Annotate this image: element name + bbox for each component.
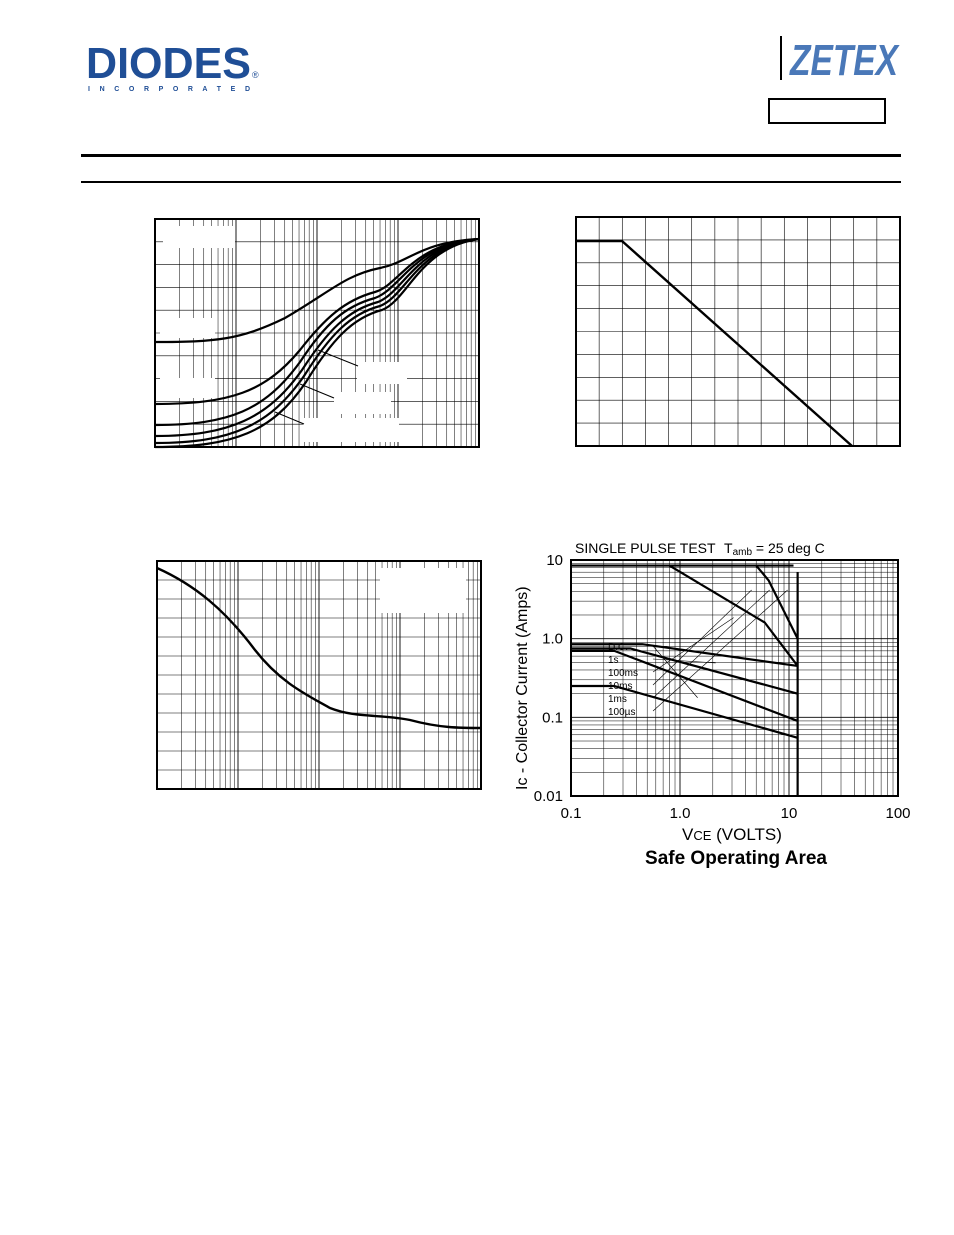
soa-x-tick-label: 0.1 xyxy=(561,805,582,822)
soa-legend-leader xyxy=(652,645,698,698)
soa-condition-prefix: T xyxy=(724,540,733,556)
soa-legend-leader xyxy=(652,658,716,664)
c1-label-area-4 xyxy=(357,362,407,384)
soa-condition: Tamb = 25 deg C xyxy=(724,540,825,558)
soa-x-tick-label: 100 xyxy=(885,805,910,822)
soa-y-tick-label: 0.1 xyxy=(542,709,563,726)
diodes-logo-subtext: I N C O R P O R A T E D xyxy=(88,86,250,93)
c1-series-6 xyxy=(154,237,480,449)
c1-label-area-5 xyxy=(334,392,391,414)
c1-label-area-1 xyxy=(163,226,235,248)
soa-legend-label: 100ms xyxy=(608,668,638,679)
soa-legend-label: 100µs xyxy=(608,707,635,718)
soa-condition-sub: amb xyxy=(733,547,753,558)
soa-legend-leader xyxy=(652,589,752,686)
soa-x-axis-label-sub: CE xyxy=(693,828,711,843)
header-rule-bottom xyxy=(81,181,901,183)
c1-series-3 xyxy=(154,237,480,427)
c1-series-5 xyxy=(154,237,480,445)
soa-series-1ms xyxy=(668,564,799,667)
soa-x-tick-label: 1.0 xyxy=(670,805,691,822)
zetex-logo-bar xyxy=(780,36,782,80)
soa-legend-label: D.C. xyxy=(608,642,628,653)
soa-y-tick-label: 1.0 xyxy=(542,631,563,648)
soa-series-10ms xyxy=(571,643,798,668)
c1-frame xyxy=(154,218,480,448)
soa-series-100us xyxy=(755,564,799,640)
c4-frame xyxy=(570,559,899,797)
soa-legend-label: 1ms xyxy=(608,694,627,705)
diodes-logo-text: DIODES xyxy=(86,40,251,88)
c1-series-2 xyxy=(154,237,480,406)
diodes-logo: DIODES ® I N C O R P O R A T E D xyxy=(86,40,259,93)
soa-y-tick-label: 10 xyxy=(546,552,563,569)
c3-frame xyxy=(156,560,482,790)
c2-derating-line xyxy=(576,239,853,447)
part-number-box xyxy=(768,98,886,124)
header-rule-top xyxy=(81,154,901,157)
soa-series-100ms xyxy=(571,647,798,695)
soa-x-axis-label-suffix: (VOLTS) xyxy=(711,825,782,844)
soa-y-axis-label: Ic - Collector Current (Amps) xyxy=(514,586,531,790)
soa-series-dc xyxy=(571,684,798,739)
zetex-logo-text: ZETEX xyxy=(788,36,900,84)
soa-legend-leader xyxy=(652,589,788,712)
soa-condition-suffix: = 25 deg C xyxy=(752,540,825,556)
soa-y-tick-label: 0.01 xyxy=(534,788,563,805)
soa-legend-leader xyxy=(652,617,734,673)
chart-2 xyxy=(575,216,901,447)
c2-frame xyxy=(575,216,901,447)
chart-safe-operating-area: SINGLE PULSE TEST Tamb = 25 deg C Ic - C… xyxy=(514,540,911,869)
c1-label-area-6 xyxy=(303,418,399,442)
soa-x-axis-label-prefix: V xyxy=(682,825,694,844)
soa-subtitle: SINGLE PULSE TEST xyxy=(575,540,716,556)
soa-x-axis-label: VCE (VOLTS) xyxy=(682,825,782,844)
zetex-logo: ZETEX xyxy=(780,36,900,84)
soa-x-tick-label: 10 xyxy=(781,805,798,822)
soa-legend-label: 10ms xyxy=(608,681,632,692)
soa-legend-label: 1s xyxy=(608,655,619,666)
c3-series-1 xyxy=(156,566,482,730)
c1-callout-2 xyxy=(299,383,335,399)
c1-series-4 xyxy=(154,237,480,438)
chart-1 xyxy=(154,218,480,449)
c1-label-area-3 xyxy=(160,378,215,398)
c1-series-1 xyxy=(154,237,480,344)
chart-3 xyxy=(156,560,482,790)
c1-callout-1 xyxy=(317,349,359,367)
soa-series-1s xyxy=(571,649,799,722)
soa-legend-leader xyxy=(652,589,770,699)
c1-label-area-2 xyxy=(160,318,215,338)
soa-title: Safe Operating Area xyxy=(645,848,827,869)
c3-label-area xyxy=(380,568,466,613)
c1-callout-3 xyxy=(274,411,305,425)
diodes-logo-registered: ® xyxy=(252,70,259,80)
